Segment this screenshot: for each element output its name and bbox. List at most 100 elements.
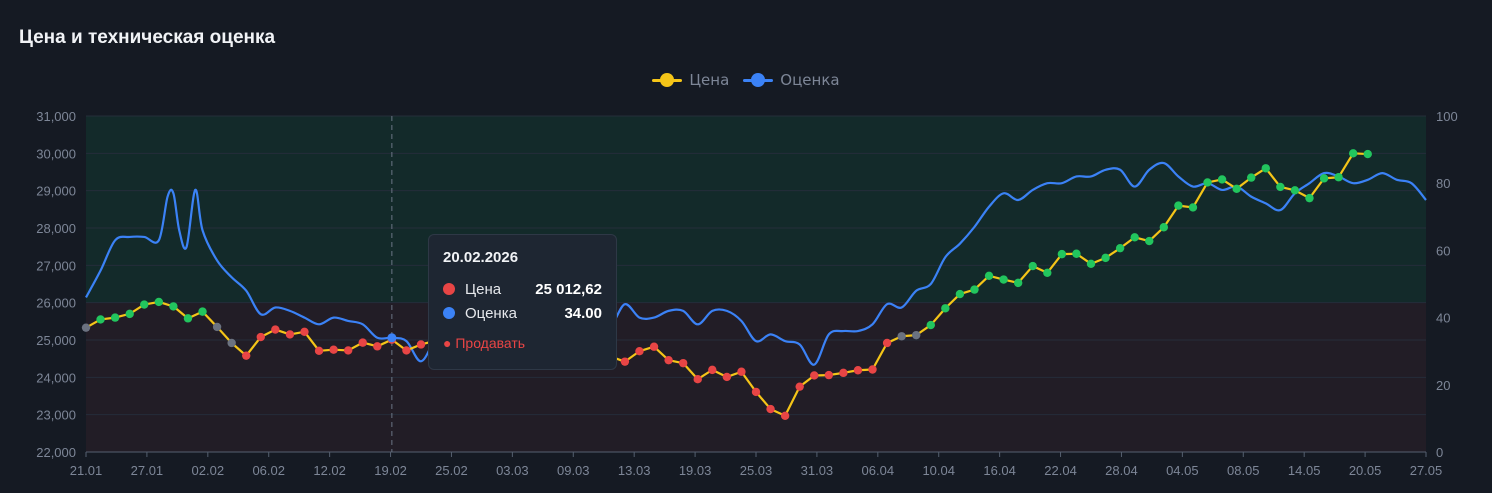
price-point bbox=[300, 327, 309, 336]
x-tick-label: 03.03 bbox=[496, 463, 529, 478]
tooltip-price-label: Цена bbox=[465, 280, 502, 298]
price-point bbox=[1115, 243, 1125, 253]
price-point bbox=[1145, 236, 1154, 246]
x-tick-label: 10.04 bbox=[922, 463, 955, 478]
price-point bbox=[795, 382, 804, 391]
x-tick-label: 25.02 bbox=[435, 463, 468, 478]
x-tick-label: 27.01 bbox=[131, 463, 164, 478]
price-point bbox=[314, 346, 324, 356]
price-point bbox=[329, 345, 338, 354]
price-point bbox=[839, 368, 848, 378]
x-tick-label: 06.04 bbox=[862, 463, 895, 478]
price-point bbox=[1086, 259, 1096, 269]
price-point bbox=[941, 304, 950, 313]
x-tick-label: 16.04 bbox=[983, 463, 1016, 478]
price-point bbox=[125, 309, 134, 319]
y-left-tick-label: 27,000 bbox=[36, 258, 76, 273]
price-point bbox=[853, 366, 863, 375]
price-point bbox=[212, 322, 222, 332]
tooltip-signal: ● Продавать bbox=[443, 335, 526, 351]
price-point bbox=[1319, 174, 1329, 183]
price-point bbox=[81, 323, 91, 332]
x-tick-label: 31.03 bbox=[801, 463, 834, 478]
x-tick-label: 21.01 bbox=[70, 463, 103, 478]
price-point bbox=[1043, 268, 1052, 277]
price-point bbox=[343, 346, 353, 355]
price-point bbox=[256, 332, 265, 342]
price-point bbox=[1057, 249, 1067, 259]
price-point bbox=[984, 271, 994, 280]
price-point bbox=[635, 347, 644, 356]
price-point bbox=[154, 297, 164, 307]
price-point bbox=[999, 275, 1008, 284]
price-point bbox=[1232, 184, 1241, 193]
price-point bbox=[882, 338, 892, 348]
price-point bbox=[926, 320, 935, 330]
series-line-score bbox=[85, 161, 1427, 366]
x-tick-label: 04.05 bbox=[1166, 463, 1199, 478]
price-point bbox=[285, 330, 295, 339]
y-left-tick-label: 26,000 bbox=[36, 296, 76, 311]
price-point bbox=[1188, 203, 1198, 212]
price-point bbox=[1072, 249, 1081, 258]
y-left-tick-label: 29,000 bbox=[36, 184, 76, 199]
price-point bbox=[402, 346, 411, 355]
price-point bbox=[737, 367, 746, 376]
zone-buy bbox=[86, 116, 1426, 303]
price-point bbox=[620, 357, 630, 366]
score-point-highlight bbox=[387, 333, 397, 343]
price-point bbox=[1101, 253, 1110, 263]
price-point bbox=[198, 307, 207, 316]
price-point bbox=[649, 342, 659, 351]
price-point bbox=[824, 370, 834, 380]
price-point bbox=[693, 375, 702, 384]
price-point bbox=[242, 351, 251, 360]
price-point bbox=[868, 365, 877, 374]
tooltip-row-price: Цена 25 012,62 bbox=[443, 277, 602, 301]
x-tick-label: 12.02 bbox=[313, 463, 346, 478]
price-point bbox=[1130, 233, 1139, 242]
price-point bbox=[1013, 278, 1023, 288]
price-point bbox=[183, 314, 193, 323]
legend-swatch-price bbox=[652, 73, 683, 87]
y-left-tick-label: 24,000 bbox=[36, 370, 76, 385]
x-tick-label: 14.05 bbox=[1288, 463, 1321, 478]
legend-item-score[interactable]: Оценка bbox=[743, 71, 840, 89]
price-point bbox=[780, 411, 790, 420]
price-point bbox=[1028, 261, 1037, 271]
price-point bbox=[1348, 149, 1358, 158]
y-left-tick-label: 28,000 bbox=[36, 221, 76, 236]
price-point bbox=[1363, 149, 1372, 159]
y-left-tick-label: 22,000 bbox=[36, 445, 76, 460]
x-tick-label: 22.04 bbox=[1044, 463, 1077, 478]
y-right-tick-label: 0 bbox=[1436, 445, 1443, 460]
x-tick-label: 20.05 bbox=[1349, 463, 1382, 478]
price-point bbox=[140, 300, 149, 309]
price-point bbox=[1159, 223, 1169, 232]
x-tick-label: 19.03 bbox=[679, 463, 712, 478]
y-right-tick-label: 100 bbox=[1436, 109, 1458, 124]
x-tick-label: 19.02 bbox=[374, 463, 407, 478]
price-point bbox=[1305, 193, 1314, 203]
chart-legend: Цена Оценка bbox=[0, 71, 1492, 89]
price-point bbox=[227, 338, 236, 348]
y-left-tick-label: 31,000 bbox=[36, 109, 76, 124]
price-point bbox=[897, 332, 906, 341]
tooltip-score-value: 34.00 bbox=[564, 304, 602, 322]
price-point bbox=[1290, 186, 1300, 195]
price-point bbox=[96, 315, 105, 324]
tooltip-price-value: 25 012,62 bbox=[535, 280, 602, 298]
chart-tooltip: 20.02.2026 Цена 25 012,62 Оценка 34.00 ●… bbox=[428, 234, 617, 370]
legend-item-price[interactable]: Цена bbox=[652, 71, 729, 89]
x-tick-label: 28.04 bbox=[1105, 463, 1138, 478]
price-point bbox=[169, 302, 178, 311]
x-tick-label: 25.03 bbox=[740, 463, 773, 478]
y-right-tick-label: 80 bbox=[1436, 176, 1450, 191]
price-point bbox=[912, 330, 921, 340]
x-tick-label: 06.02 bbox=[252, 463, 285, 478]
x-tick-label: 27.05 bbox=[1410, 463, 1443, 478]
price-point bbox=[1203, 178, 1212, 187]
price-point bbox=[1247, 173, 1256, 182]
y-right-tick-label: 20 bbox=[1436, 378, 1450, 393]
